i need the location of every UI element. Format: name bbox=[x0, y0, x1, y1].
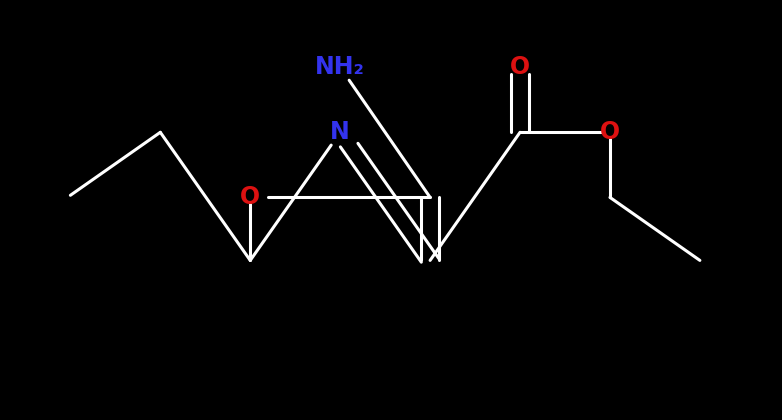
Text: O: O bbox=[510, 55, 530, 79]
Text: O: O bbox=[240, 185, 260, 210]
Text: NH₂: NH₂ bbox=[315, 55, 365, 79]
Text: N: N bbox=[330, 120, 350, 144]
Text: O: O bbox=[600, 120, 620, 144]
